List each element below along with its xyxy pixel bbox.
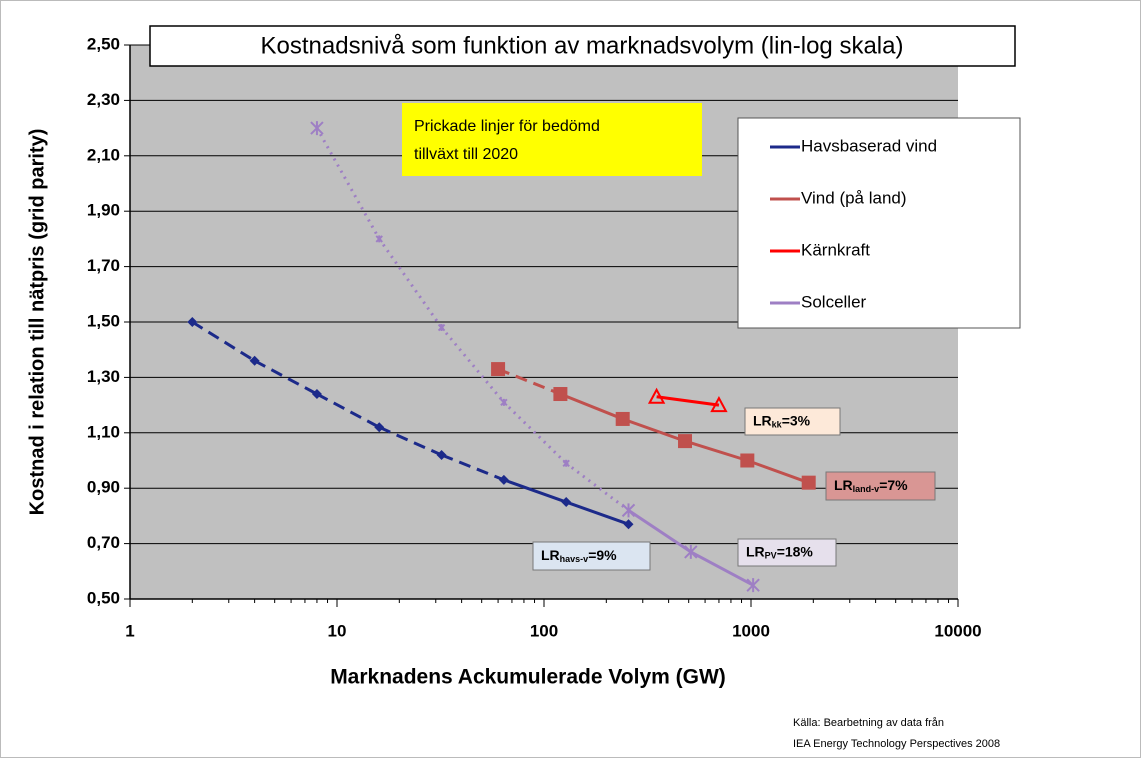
annotation: LRland-v=7% — [834, 477, 908, 495]
annotation-main: LR — [541, 547, 560, 563]
marker — [561, 497, 572, 508]
series-line — [502, 401, 568, 465]
y-tick-label: 2,50 — [87, 34, 120, 53]
annotation-rest: =9% — [588, 547, 617, 563]
marker — [623, 519, 634, 530]
annotation-sub: land-v — [853, 484, 880, 494]
marker — [562, 459, 570, 467]
marker — [684, 544, 698, 559]
series-line — [627, 509, 692, 554]
marker — [491, 362, 506, 377]
annotation-box — [825, 471, 936, 501]
y-tick-label: 1,70 — [87, 256, 120, 275]
marker — [621, 503, 636, 518]
marker — [647, 387, 666, 404]
annotation-rest: =18% — [777, 543, 814, 559]
marker — [678, 434, 693, 449]
y-tick-label: 1,30 — [87, 367, 120, 386]
y-tick-label: 0,90 — [87, 478, 120, 497]
marker — [553, 387, 568, 402]
y-tick-label: 1,50 — [87, 311, 120, 330]
annotation-main: LR — [834, 477, 853, 493]
x-tick-label: 1000 — [732, 621, 770, 640]
note: Prickade linjer för bedömd tillväxt till … — [414, 118, 600, 163]
marker — [500, 398, 508, 407]
series-line — [191, 320, 256, 363]
series-line — [253, 359, 318, 396]
series-line — [497, 367, 561, 396]
source: Källa: Bearbetning av data från — [793, 717, 944, 729]
marker — [437, 323, 446, 332]
annotation: LRkk=3% — [753, 412, 811, 430]
series-line — [565, 500, 630, 526]
marker — [436, 449, 447, 460]
marker — [710, 395, 728, 413]
series-line — [441, 453, 505, 482]
annotation-main: LR — [753, 412, 772, 428]
annotation-box — [744, 407, 841, 436]
note-line: Prickade linjer för bedömd — [414, 118, 600, 135]
annotation: LRPV=18% — [746, 543, 813, 561]
marker — [615, 411, 630, 426]
series-line — [746, 459, 810, 485]
annotation: LRhavs-v=9% — [541, 547, 617, 565]
x-tick-label: 1 — [125, 621, 134, 640]
series-line — [684, 439, 748, 462]
series-line — [559, 392, 624, 421]
annotation-sub: havs-v — [560, 554, 589, 564]
chart-title: Kostnadsnivå som funktion av marknadsvol… — [261, 32, 904, 59]
y-tick-label: 2,10 — [87, 145, 120, 164]
annotation-box — [532, 541, 651, 571]
legend-label: Solceller — [801, 292, 867, 311]
legend-label: Kärnkraft — [801, 240, 870, 259]
annotation-sub: kk — [772, 420, 783, 430]
annotation-box — [737, 538, 837, 567]
y-tick-label: 2,30 — [87, 90, 120, 109]
y-tick-label: 0,70 — [87, 533, 120, 552]
series-line — [622, 417, 686, 443]
x-axis-label: Marknadens Ackumulerade Volym (GW) — [330, 666, 726, 689]
x-tick-label: 10 — [328, 621, 347, 640]
marker — [187, 317, 198, 327]
annotation-rest: =3% — [782, 412, 811, 428]
y-tick-label: 0,50 — [87, 588, 120, 607]
marker — [740, 453, 755, 468]
marker — [498, 474, 509, 485]
series-line — [315, 127, 381, 240]
series-line — [378, 425, 443, 457]
marker — [374, 422, 385, 433]
marker — [249, 355, 260, 366]
note-box — [402, 103, 702, 176]
annotation-sub: PV — [765, 551, 777, 561]
marker — [311, 389, 322, 400]
x-tick-label: 100 — [530, 621, 558, 640]
marker — [310, 121, 324, 136]
legend-label: Havsbaserad vind — [801, 136, 937, 155]
legend-label: Vind (på land) — [801, 188, 907, 207]
series-line — [690, 550, 754, 587]
note-line: tillväxt till 2020 — [414, 146, 518, 163]
legend — [737, 117, 1021, 329]
x-tick-label: 10000 — [934, 621, 981, 640]
series-line — [316, 392, 380, 429]
y-tick-label: 1,90 — [87, 201, 120, 220]
series-line — [656, 395, 720, 407]
marker — [746, 578, 760, 593]
annotation-main: LR — [746, 543, 765, 559]
marker — [801, 475, 816, 490]
y-axis-label: Kostnad i relation till nätpris (grid pa… — [26, 129, 48, 516]
source: IEA Energy Technology Perspectives 2008 — [793, 738, 1000, 750]
title-box — [149, 25, 1016, 67]
annotation-rest: =7% — [879, 477, 908, 493]
marker — [375, 235, 383, 243]
y-tick-label: 1,10 — [87, 422, 120, 441]
series-line — [503, 478, 567, 504]
